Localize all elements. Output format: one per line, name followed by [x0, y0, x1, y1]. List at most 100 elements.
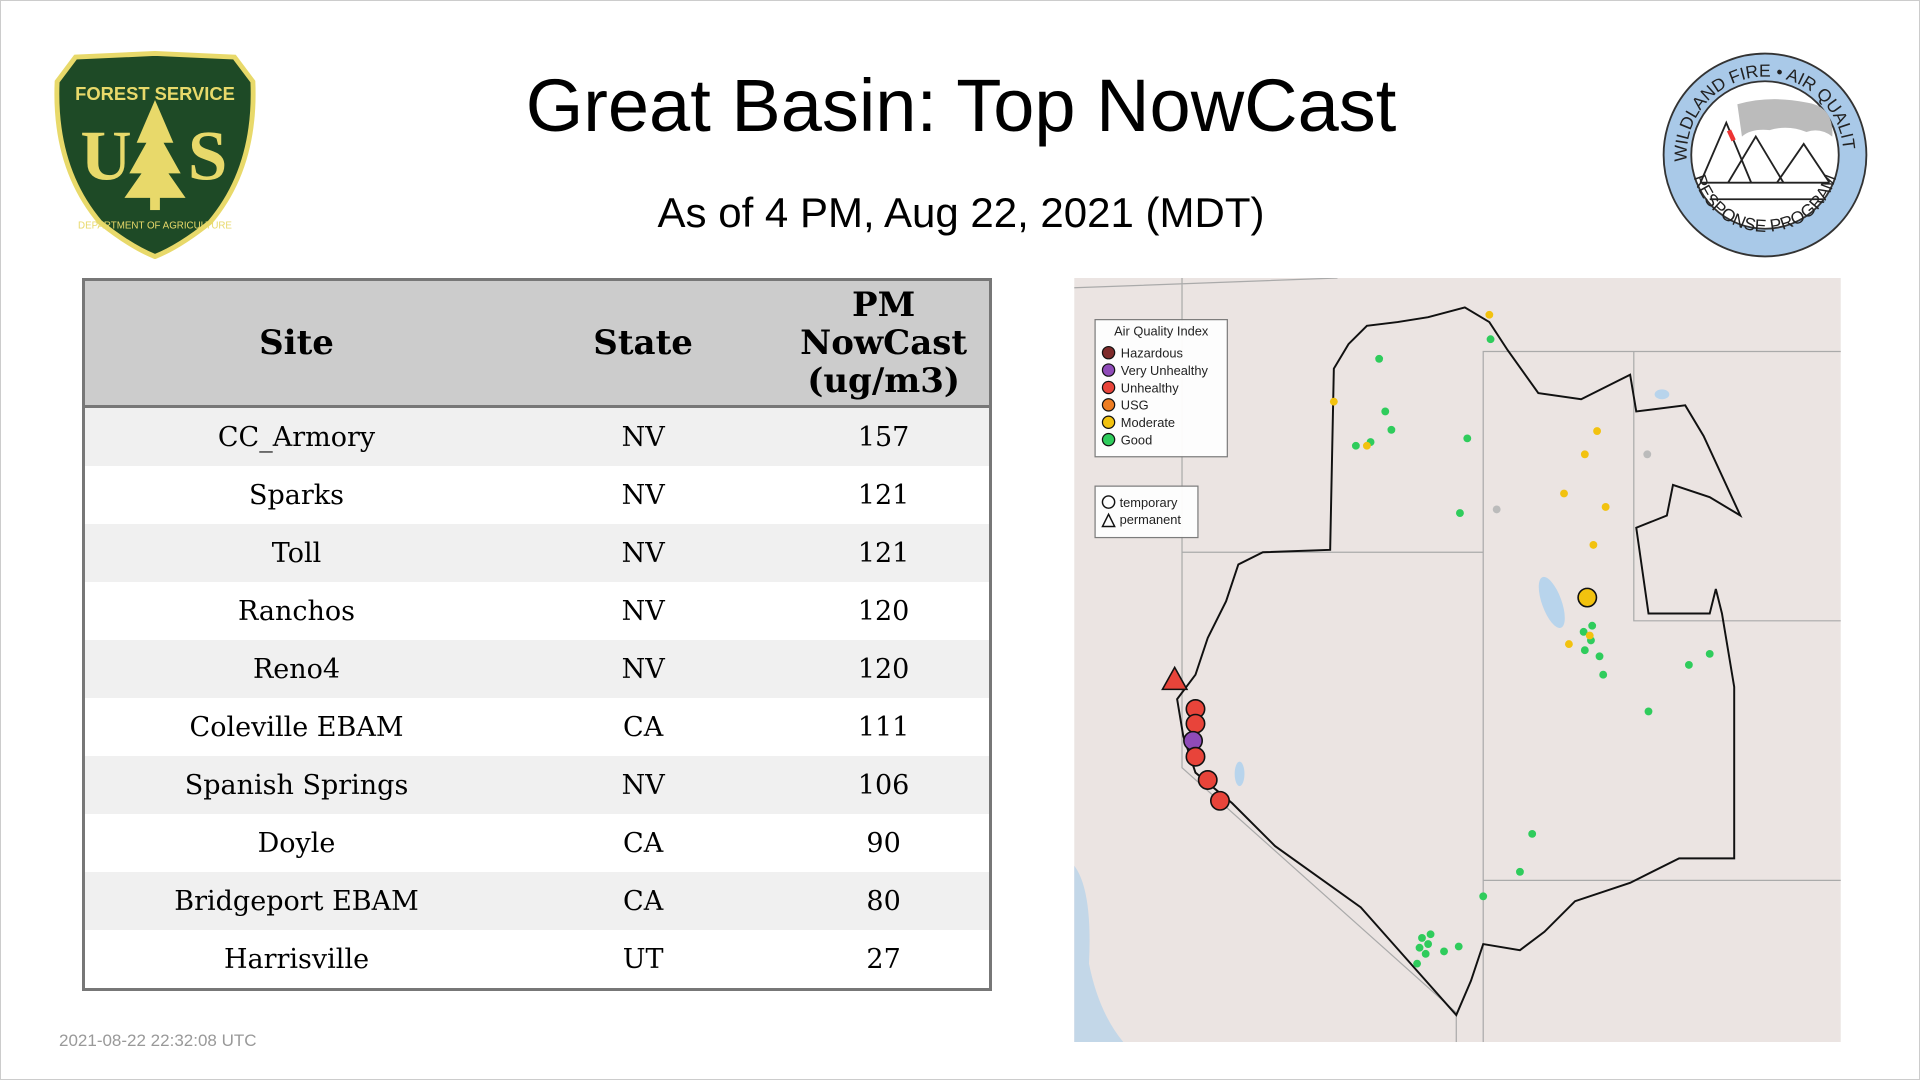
- site-marker-moderate[interactable]: [1564, 640, 1573, 649]
- table-row: Bridgeport EBAM CA 80: [83, 872, 991, 930]
- forest-service-logo: FOREST SERVICE U S DEPARTMENT OF AGRICUL…: [54, 51, 256, 259]
- site-marker-good[interactable]: [1705, 649, 1714, 658]
- cell-state: NV: [508, 640, 779, 698]
- site-marker-good[interactable]: [1415, 943, 1424, 952]
- column-header-site: Site: [83, 279, 509, 408]
- site-marker-moderate[interactable]: [1362, 441, 1371, 450]
- cell-pm-nowcast: 120: [778, 640, 991, 698]
- site-marker-good[interactable]: [1463, 434, 1472, 443]
- site-marker-good[interactable]: [1599, 670, 1608, 679]
- table-row: Harrisville UT 27: [83, 930, 991, 990]
- site-marker-good[interactable]: [1644, 707, 1653, 716]
- legend-title: Air Quality Index: [1114, 324, 1209, 339]
- site-marker-gray[interactable]: [1492, 505, 1501, 514]
- table-row: Sparks NV 121: [83, 466, 991, 524]
- cell-site: Coleville EBAM: [83, 698, 509, 756]
- column-header-state: State: [508, 279, 779, 408]
- legend-swatch-unhealthy: [1101, 380, 1116, 395]
- site-marker-good[interactable]: [1516, 867, 1524, 876]
- table-row: Toll NV 121: [83, 524, 991, 582]
- site-marker-good[interactable]: [1454, 942, 1463, 951]
- permanent-site-marker-unhealthy[interactable]: [1161, 665, 1189, 691]
- site-marker-good[interactable]: [1580, 646, 1589, 655]
- wildland-fire-air-quality-logo: WILDLAND FIRE • AIR QUALITY RESPONSE PRO…: [1659, 49, 1868, 258]
- site-marker-good[interactable]: [1424, 940, 1433, 948]
- legend-label: Unhealthy: [1121, 380, 1179, 395]
- site-marker-moderate[interactable]: [1589, 540, 1598, 549]
- top-site-marker-unhealthy[interactable]: [1185, 713, 1206, 734]
- site-marker-good[interactable]: [1375, 354, 1384, 363]
- site-marker-good[interactable]: [1351, 441, 1360, 450]
- site-marker-good[interactable]: [1418, 934, 1426, 942]
- legend-swatch-moderate: [1101, 415, 1116, 429]
- site-marker-moderate[interactable]: [1585, 631, 1594, 640]
- cell-site: Reno4: [83, 640, 509, 698]
- cell-site: Harrisville: [83, 930, 509, 990]
- cell-state: CA: [508, 814, 779, 872]
- table-row: Ranchos NV 120: [83, 582, 991, 640]
- site-marker-good[interactable]: [1381, 407, 1390, 416]
- cell-state: CA: [508, 872, 779, 930]
- site-marker-good[interactable]: [1588, 621, 1597, 630]
- cell-state: NV: [508, 406, 779, 466]
- legend-label: Moderate: [1121, 415, 1175, 430]
- legend-label: Hazardous: [1121, 346, 1183, 361]
- column-header-pm-nowcast: PM NowCast (ug/m3): [778, 279, 991, 408]
- cell-pm-nowcast: 121: [778, 466, 991, 524]
- legend-swatch-usg: [1101, 398, 1116, 412]
- site-marker-good[interactable]: [1486, 335, 1495, 344]
- top-site-marker-unhealthy[interactable]: [1197, 770, 1218, 790]
- legend-label: USG: [1121, 398, 1149, 413]
- svg-text:S: S: [188, 117, 227, 195]
- site-marker-good[interactable]: [1440, 947, 1448, 956]
- site-marker-good[interactable]: [1479, 892, 1488, 901]
- site-marker-good[interactable]: [1595, 652, 1604, 661]
- legend-swatch-very-unhealthy: [1101, 363, 1116, 377]
- cell-state: NV: [508, 466, 779, 524]
- site-marker-moderate[interactable]: [1601, 503, 1610, 511]
- cell-pm-nowcast: 120: [778, 582, 991, 640]
- page-subtitle: As of 4 PM, Aug 22, 2021 (MDT): [657, 189, 1265, 236]
- top-site-marker-unhealthy[interactable]: [1209, 790, 1230, 811]
- page-title: Great Basin: Top NowCast: [525, 64, 1397, 147]
- site-marker-good[interactable]: [1387, 425, 1396, 434]
- site-marker-good[interactable]: [1421, 949, 1430, 958]
- site-marker-moderate[interactable]: [1560, 489, 1568, 498]
- table-row: Coleville EBAM CA 111: [83, 698, 991, 756]
- table-row: Doyle CA 90: [83, 814, 991, 872]
- nowcast-table: Site State PM NowCast (ug/m3) CC_Armory N…: [82, 278, 992, 991]
- legend-temporary: temporary: [1120, 495, 1178, 510]
- site-marker-moderate[interactable]: [1329, 397, 1338, 406]
- lakes: [1234, 389, 1670, 787]
- legend-label: Good: [1121, 433, 1152, 448]
- cell-state: CA: [508, 698, 779, 756]
- svg-text:FOREST SERVICE: FOREST SERVICE: [75, 83, 235, 104]
- cell-site: Spanish Springs: [83, 756, 509, 814]
- site-marker-good[interactable]: [1426, 930, 1435, 939]
- svg-text:U: U: [80, 117, 131, 195]
- site-marker-moderate[interactable]: [1485, 310, 1494, 319]
- site-marker-moderate[interactable]: [1580, 450, 1589, 459]
- cell-pm-nowcast: 157: [778, 406, 991, 466]
- cell-state: NV: [508, 524, 779, 582]
- site-marker-good[interactable]: [1684, 660, 1693, 669]
- site-marker-gray[interactable]: [1643, 450, 1652, 459]
- cell-state: UT: [508, 930, 779, 990]
- legend-label: Very Unhealthy: [1121, 363, 1209, 378]
- legend-swatch-hazardous: [1101, 345, 1116, 360]
- site-marker-moderate[interactable]: [1593, 427, 1601, 435]
- cell-pm-nowcast: 106: [778, 756, 991, 814]
- cell-state: NV: [508, 756, 779, 814]
- cell-pm-nowcast: 80: [778, 872, 991, 930]
- cell-site: Bridgeport EBAM: [83, 872, 509, 930]
- site-marker-good[interactable]: [1528, 829, 1537, 838]
- temporary-circle-icon: [1101, 495, 1116, 509]
- site-marker-good[interactable]: [1456, 509, 1464, 517]
- top-site-marker-moderate[interactable]: [1577, 587, 1598, 608]
- site-marker-good[interactable]: [1579, 627, 1588, 636]
- timestamp: 2021-08-22 22:32:08 UTC: [59, 1031, 257, 1050]
- cell-site: CC_Armory: [83, 406, 509, 466]
- air-quality-map[interactable]: Air Quality Index Hazardous Very Unhealth…: [1074, 278, 1841, 1042]
- top-site-marker-unhealthy[interactable]: [1185, 746, 1206, 767]
- site-marker-good[interactable]: [1413, 959, 1422, 968]
